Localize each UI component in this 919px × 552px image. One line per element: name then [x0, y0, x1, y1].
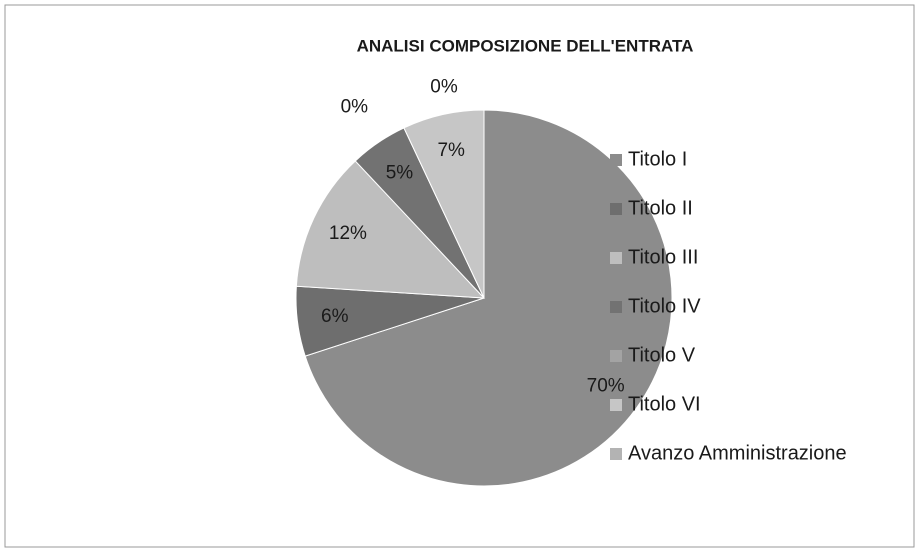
legend-swatch	[610, 350, 622, 362]
data-label: 0%	[430, 76, 458, 97]
data-label: 0%	[341, 96, 369, 117]
legend-swatch	[610, 448, 622, 460]
legend-swatch	[610, 252, 622, 264]
data-label: 12%	[329, 223, 367, 244]
legend-label: Avanzo Amministrazione	[628, 442, 847, 464]
legend-label: Titolo IV	[628, 295, 701, 317]
data-label: 5%	[386, 163, 414, 184]
legend-swatch	[610, 203, 622, 215]
chart-title: ANALISI COMPOSIZIONE DELL'ENTRATA	[357, 36, 694, 55]
pie-slice	[295, 160, 486, 299]
data-label: 7%	[437, 140, 465, 161]
pie-slice	[304, 109, 673, 487]
legend-swatch	[610, 301, 622, 313]
data-label: 6%	[321, 306, 349, 327]
legend-swatch	[610, 154, 622, 166]
legend-label: Titolo V	[628, 344, 696, 366]
legend-label: Titolo III	[628, 246, 698, 268]
legend-swatch	[610, 399, 622, 411]
legend-label: Titolo VI	[628, 393, 701, 415]
legend-label: Titolo I	[628, 148, 687, 170]
data-label: 70%	[587, 375, 625, 396]
legend-label: Titolo II	[628, 197, 693, 219]
